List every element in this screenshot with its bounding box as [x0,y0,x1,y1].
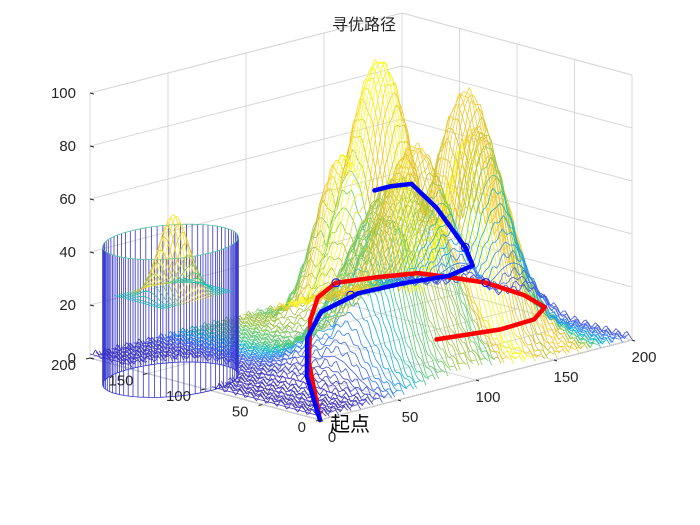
y-tick-label: 50 [232,404,249,421]
y-tick-mark [143,373,148,375]
cylinder-top [102,223,239,260]
z-tick-label: 100 [51,85,76,102]
inner-peak-ridge [123,290,175,308]
y-tick-label: 150 [108,373,133,390]
surface-ridge [120,345,352,412]
surface-ridge [295,62,527,362]
x-tick-label: 0 [328,429,336,446]
surface-ridge [276,97,508,360]
z-tick-mark [89,251,95,254]
z-tick-label: 20 [59,297,76,314]
inner-peak-ridge [116,294,168,309]
surface-ridge [304,82,536,362]
inner-peak-ridge [173,278,225,295]
grid-line-z-back [89,224,403,306]
surface-ridge [145,336,377,403]
z-tick-label: 60 [59,191,76,208]
x-tick-mark [397,399,402,402]
y-tick-label: 200 [51,357,76,374]
path-line-blue [304,181,475,423]
x-tick-label: 150 [553,369,578,386]
surface-ridge [152,336,383,403]
z-tick-mark [89,357,95,360]
inner-peak-ridge [163,254,215,297]
x-tick-mark [553,359,558,362]
surface-ridge [280,87,511,360]
inner-peak-ridge [126,283,178,307]
inner-peak-ridge [113,295,165,310]
z-tick-mark [89,198,95,201]
y-tick-mark [315,419,321,422]
surface-ridge [376,214,608,345]
y-tick-mark [85,357,91,360]
grid-line-z-side [401,277,633,341]
cylinder-obstacle [102,214,239,398]
grid-line-z-side [401,12,633,76]
x-tick-mark [631,339,636,342]
surface-ridge [123,342,355,410]
surface-ridge [139,340,371,405]
grid-line-z-side [401,65,633,129]
y-tick-mark [200,388,206,391]
inner-peak-ridge [166,264,218,296]
path-line-red [306,270,548,423]
surface-ridge [273,118,505,363]
path-marker [331,278,341,288]
inner-peak-ridge [154,222,206,300]
inner-peak-ridge [142,225,193,303]
x-tick-label: 100 [475,389,500,406]
surface-ridge [283,77,514,364]
inner-peak-ridge [120,293,171,308]
inner-peak-ridge [138,236,190,304]
inner-peak-ridge [176,279,228,294]
z-tick-mark [89,145,95,148]
x-tick-label: 200 [631,349,656,366]
grid-line-z-side [401,118,633,182]
z-tick-label: 80 [59,138,76,155]
grid-line-z-back [89,118,403,200]
z-tick-label: 40 [59,244,76,261]
surface-ridge [258,193,489,362]
path-marker [460,242,470,252]
z-tick-mark [89,304,95,307]
grid-line-z-back [89,65,403,147]
surface-ridge [155,336,386,398]
chart-title: 寻优路径 [332,15,396,34]
x-tick-label: 50 [402,409,419,426]
grid-line-z-back [89,12,403,94]
inner-peak-ridge [160,243,212,298]
y-tick-label: 100 [166,388,191,405]
start-label: 起点 [330,412,370,436]
surface-ridge [161,334,393,398]
surface-ridge [348,100,580,353]
y-tick-mark [258,404,263,406]
inner-peak-ridge [151,215,203,300]
surface-ridge [208,217,439,379]
inner-peak-ridge [182,277,234,292]
z-tick-label: 0 [68,350,76,367]
x-tick-mark [319,419,324,422]
y-tick-label: 0 [298,419,306,436]
inner-peak-ridge [135,249,187,304]
grid-line-z-back [89,171,403,253]
path-marker [346,290,356,300]
inner-peak-ridge [148,214,200,301]
z-tick-mark [89,92,95,95]
inner-peak-ridge [170,272,221,296]
terrain-surface [89,58,633,419]
cylinder-base [102,361,239,398]
surface-ridge [361,146,592,349]
inner-peak-ridge [157,231,209,299]
surface-ridge [230,182,461,371]
inner-peak-ridge [179,278,231,293]
path-marker [481,278,491,288]
path-series [304,181,548,423]
surface-ridge [289,58,520,360]
x-tick-mark [475,379,480,382]
